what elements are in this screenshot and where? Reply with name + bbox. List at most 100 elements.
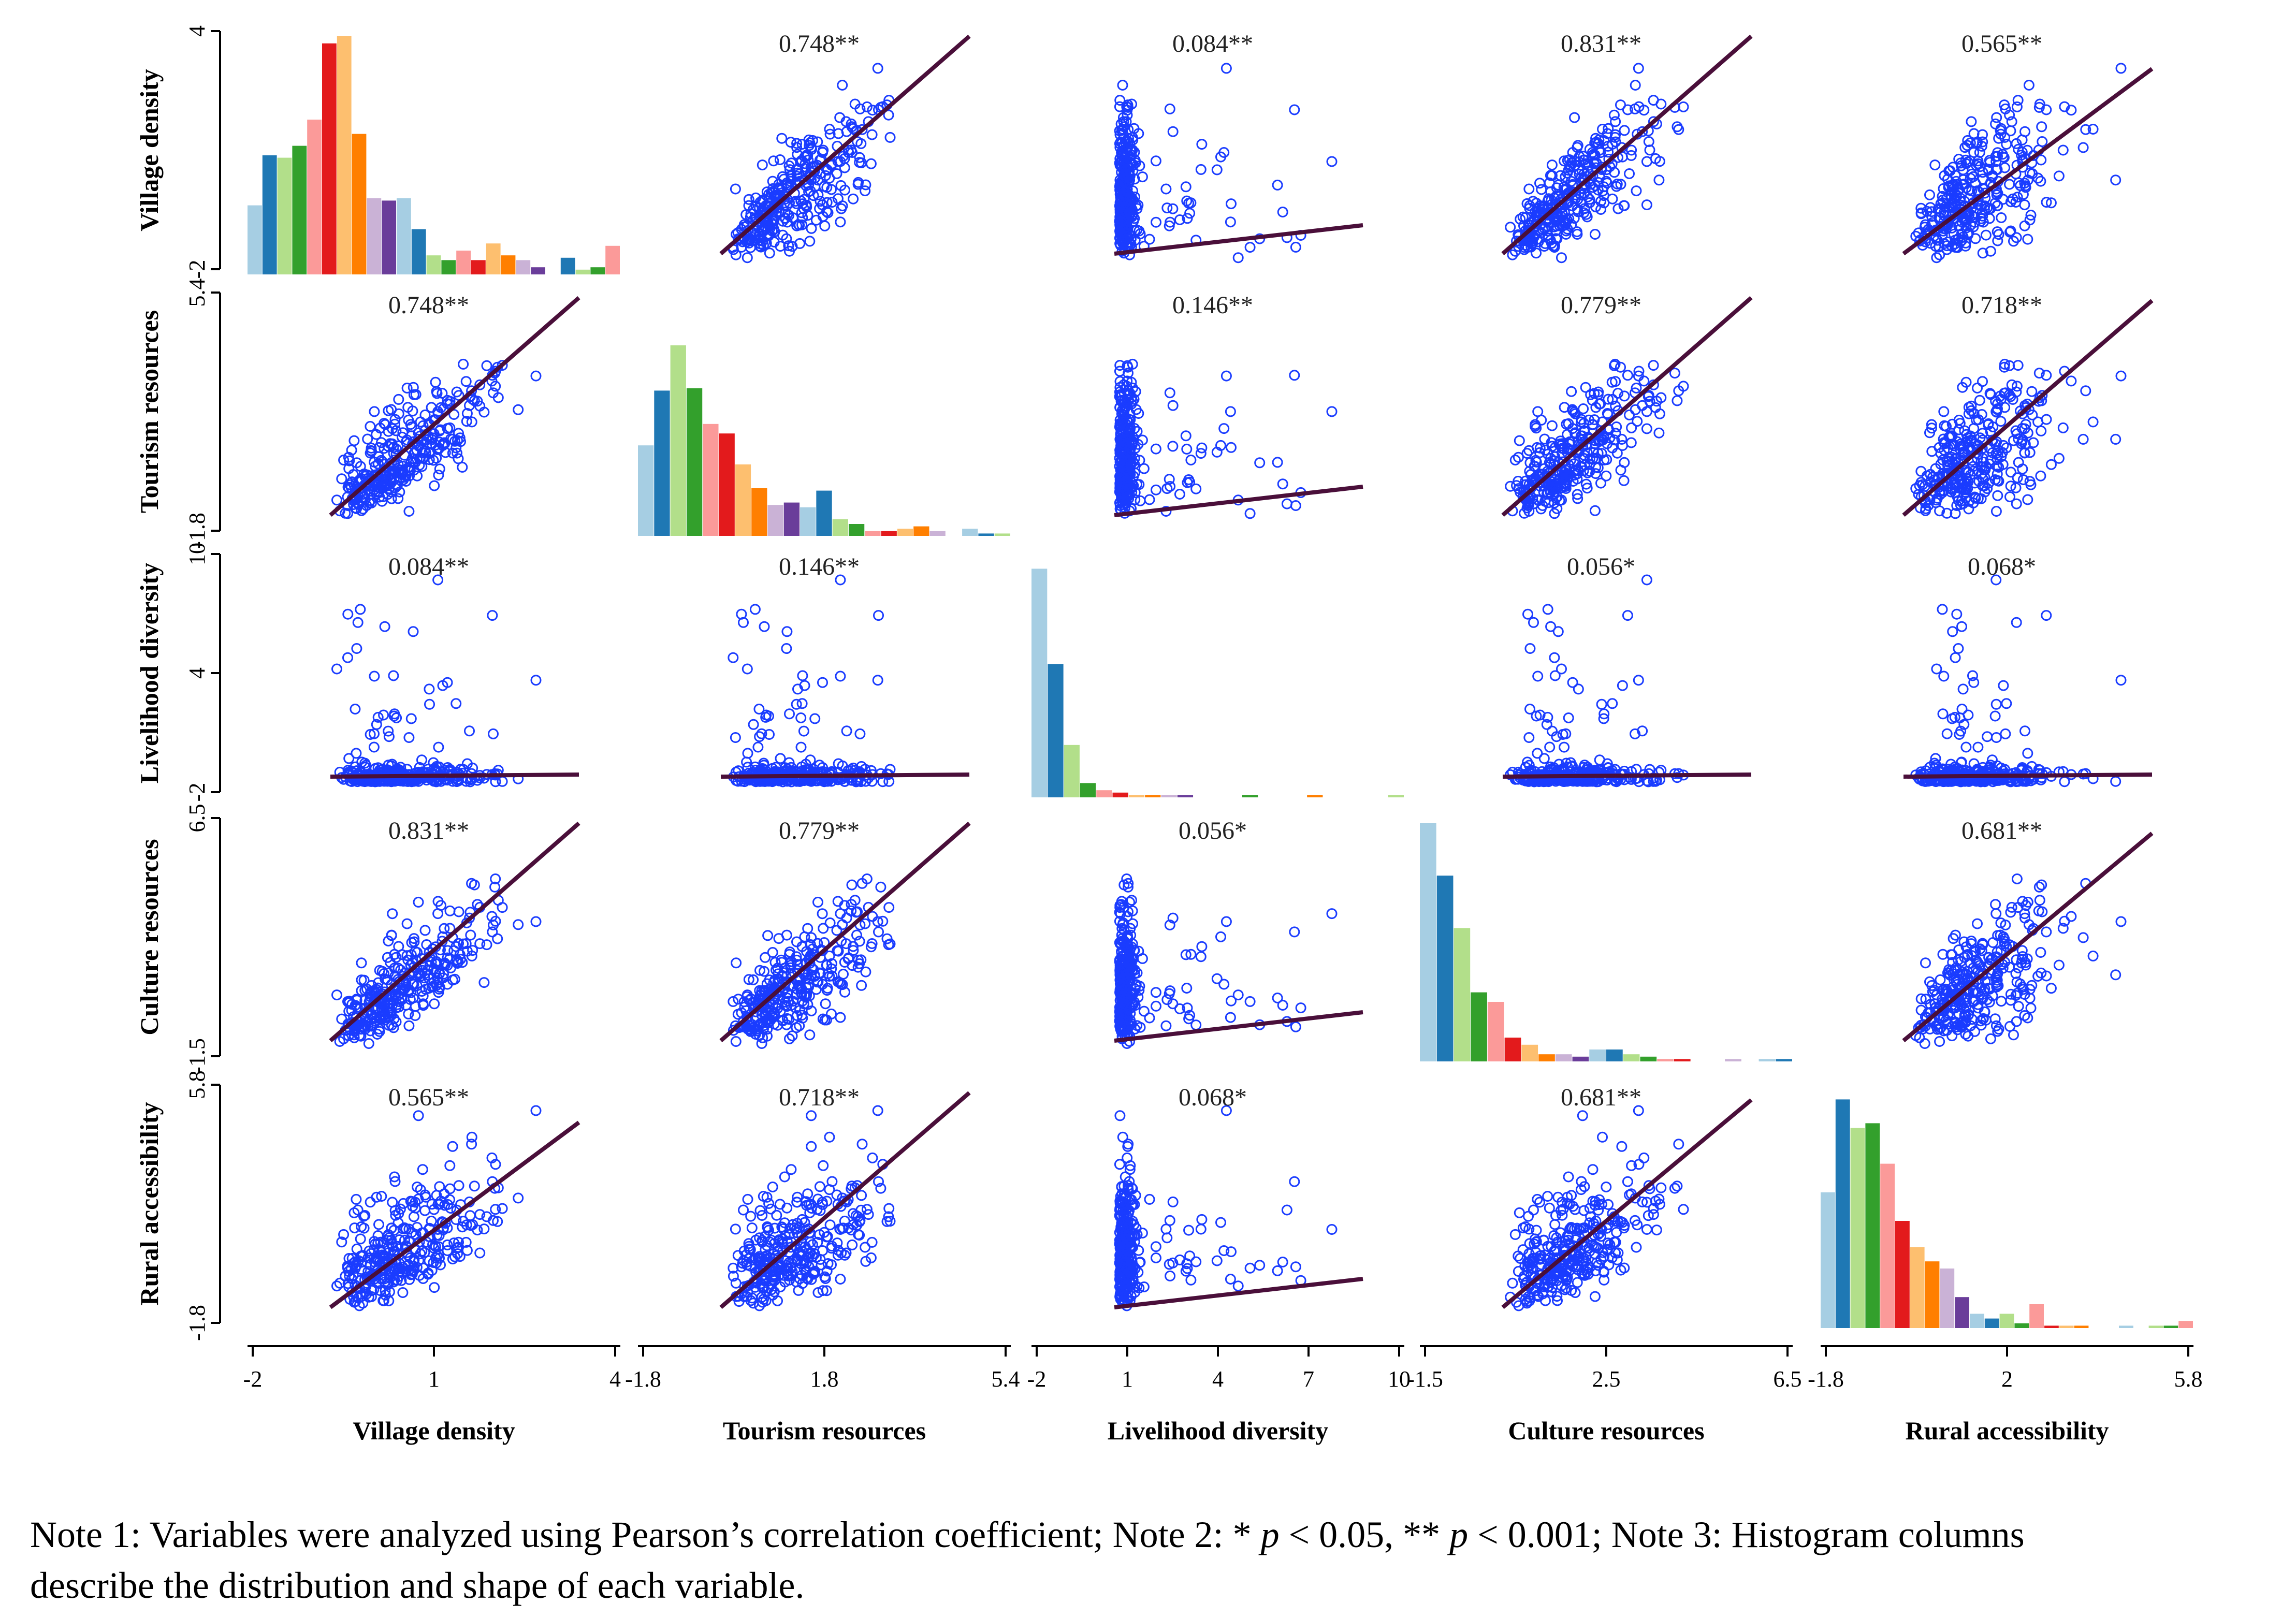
scatter-point [1968, 128, 1980, 139]
scatter-point [1996, 212, 2007, 223]
scatter-point [2012, 95, 2024, 106]
histogram-bar [1657, 1059, 1674, 1061]
scatter-point [759, 621, 770, 632]
scatter-point [424, 454, 435, 465]
histogram-bar [1145, 795, 1161, 797]
scatter-point [513, 404, 524, 415]
scatter-point [2011, 617, 2022, 628]
scatter-point [1532, 670, 1544, 682]
histogram-bar [397, 198, 411, 274]
scatter-point [1195, 448, 1207, 459]
scatter-point [846, 144, 857, 156]
y-tick-label: 4 [184, 667, 210, 679]
histogram-bar [1420, 823, 1436, 1061]
histogram-bar [1454, 928, 1471, 1061]
scatter-point [1290, 1021, 1301, 1032]
scatter-point [796, 698, 808, 709]
scatter-point [405, 419, 416, 430]
scatter-point [797, 670, 808, 681]
scatter-point [1989, 197, 2001, 209]
scatter-point [777, 215, 789, 227]
correlation-label: 0.748** [388, 291, 469, 319]
scatter-point [336, 1013, 347, 1025]
scatter-point [748, 719, 759, 730]
scatter-point [2001, 139, 2012, 150]
scatter-point [1272, 457, 1283, 468]
scatter-point [336, 473, 347, 485]
scatter-points [1910, 63, 2127, 264]
scatter-point [530, 916, 542, 927]
scatter-point [1523, 183, 1535, 195]
scatter-point [1624, 409, 1635, 420]
scatter-point [1513, 451, 1524, 463]
histogram-bar [262, 155, 277, 274]
scatter-point [1114, 142, 1126, 153]
scatter-point [1114, 214, 1126, 226]
scatter-point [2011, 498, 2022, 509]
scatter-point [401, 434, 413, 446]
histogram-bar [337, 36, 352, 274]
scatter-point [1626, 144, 1637, 156]
scatter-point [1272, 179, 1283, 191]
scatter-point [1984, 157, 1996, 168]
scatter-point [428, 455, 439, 466]
scatter-point [883, 902, 895, 913]
scatter-point [1225, 406, 1236, 417]
scatter-point [460, 376, 472, 387]
scatter-point [1625, 437, 1637, 448]
scatter-point [363, 1038, 374, 1049]
scatter-point [442, 423, 453, 434]
scatter-point [386, 438, 398, 449]
scatter-point [2013, 143, 2024, 155]
scatter-point [1563, 165, 1574, 176]
scatter-point [791, 138, 803, 149]
scatter-point [843, 147, 854, 158]
scatter-point [1578, 403, 1589, 414]
scatter-point [796, 139, 808, 150]
histogram-bar [590, 267, 605, 274]
scatter-point [403, 732, 415, 743]
histogram-bar [832, 519, 848, 536]
scatter-point [1992, 235, 2003, 246]
scatter-point [781, 643, 792, 654]
scatter-point [1976, 140, 1987, 152]
scatter-point [1567, 677, 1578, 688]
scatter-point [1622, 104, 1633, 115]
scatter-point [1546, 159, 1558, 171]
scatter-point [1118, 156, 1130, 168]
scatter-point [1121, 483, 1132, 494]
scatter-point [530, 675, 542, 686]
scatter-point [1118, 185, 1129, 197]
histogram-bar [1080, 783, 1096, 797]
correlation-label: 0.146** [779, 553, 860, 580]
scatter-point [1951, 608, 1963, 620]
scatter-point [1939, 201, 1951, 213]
scatter-point [417, 420, 429, 431]
scatter-point [1963, 709, 1974, 721]
scatter-point [2080, 124, 2091, 135]
scatter-point [407, 405, 418, 417]
scatter-point [835, 180, 847, 191]
scatter-point [1615, 464, 1626, 476]
scatter-point [2022, 174, 2033, 186]
scatter-point [375, 455, 387, 466]
scatter-point [791, 142, 803, 153]
scatter-point [1633, 63, 1644, 74]
scatter-point [839, 162, 850, 173]
scatter-point [444, 396, 456, 407]
scatter-point [1121, 381, 1132, 392]
scatter-point [1164, 103, 1175, 114]
scatter-point [1555, 170, 1566, 181]
scatter-point [1968, 147, 1980, 158]
scatter-point [2041, 414, 2052, 425]
scatter-point [1593, 138, 1604, 149]
y-tick-label: -2 [184, 260, 210, 279]
histogram-bar [1128, 795, 1145, 797]
scatter-point [1226, 995, 1237, 1007]
scatter-point [387, 423, 398, 434]
scatter-point [1557, 207, 1567, 218]
panel-livelihood-diversity-vs-rural-accessibility: 0.068* [1903, 553, 2153, 788]
scatter-point [1648, 360, 1659, 371]
scatter-point [1972, 383, 1983, 393]
scatter-point [1641, 406, 1652, 417]
